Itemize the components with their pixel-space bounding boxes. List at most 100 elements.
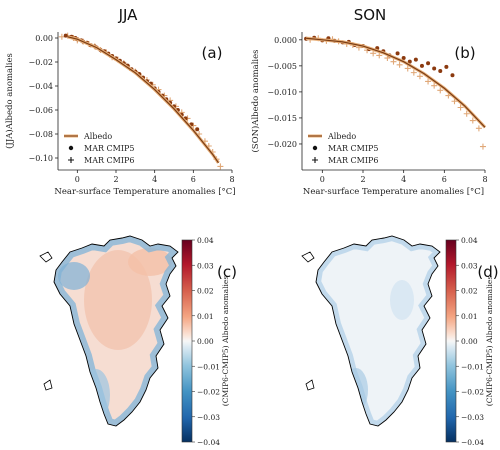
y-tick-label: −0.06 (28, 106, 53, 115)
x-axis-label: Near-surface Temperature anomalies [°C] (54, 187, 235, 197)
cmip6-point (370, 50, 377, 57)
x-axis-label: Near-surface Temperature anomalies [°C] (303, 187, 484, 197)
scatter-panel-b: SON 0 2 4 6 8 0.000 −0.005 −0.010 −0.015 −0.020 Nea… (250, 6, 488, 197)
colorbar-tick-label: −0.02 (197, 388, 220, 397)
y-tick-label: −0.020 (267, 140, 297, 149)
legend: Albedo MAR CMIP5 MAR CMIP6 (64, 132, 134, 165)
colorbar-tick-label: 0.01 (197, 312, 214, 321)
legend-swatch-cmip6 (312, 157, 318, 163)
negative-anomaly-southwest (344, 368, 368, 412)
colorbar-tick-label: −0.03 (461, 413, 484, 422)
y-tick-label: −0.010 (267, 88, 297, 97)
y-tick-label: −0.02 (28, 58, 53, 67)
colorbar-bar (181, 239, 193, 443)
cmip6-point (217, 163, 224, 170)
colorbar-tick-label: 0.03 (461, 261, 478, 270)
x-tick-label: 6 (442, 175, 447, 184)
legend: Albedo MAR CMIP5 MAR CMIP6 (308, 132, 378, 165)
coastline (53, 235, 179, 427)
cmip5-point (419, 63, 424, 68)
legend-label-cmip5: MAR CMIP5 (328, 144, 378, 153)
y-tick-label: −0.005 (267, 62, 297, 71)
albedo-fit-line-inner (67, 36, 219, 164)
cmip6-point (469, 117, 476, 124)
greenland-map (39, 235, 179, 427)
legend-swatch-cmip5 (68, 145, 74, 151)
panel-label: (c) (217, 263, 237, 281)
legend-label-cmip6: MAR CMIP6 (84, 156, 134, 165)
panel-label: (b) (454, 44, 475, 62)
cmip6-point (431, 82, 438, 89)
legend-label-albedo: Albedo (327, 132, 356, 141)
cmip5-point (401, 56, 406, 61)
cmip6-point (479, 143, 486, 150)
cmip6-point (451, 98, 458, 105)
colorbar: 0.04 0.03 0.02 0.01 0.00 −0.01 −0.02 −0.03 −0.04… (445, 236, 494, 447)
cmip6-point (396, 61, 403, 68)
cmip6-point (457, 104, 464, 111)
colorbar-tick-label: −0.04 (197, 438, 220, 447)
legend-label-cmip5: MAR CMIP5 (84, 144, 134, 153)
colorbar-tick-label: −0.03 (197, 413, 220, 422)
cmip6-point (425, 78, 432, 85)
x-tick-label: 2 (360, 175, 365, 184)
coastline (315, 235, 441, 427)
colorbar-tick-label: −0.01 (461, 362, 484, 371)
cmip5-point (426, 61, 431, 66)
cmip5-point (438, 69, 443, 74)
negative-anomaly-southwest (82, 369, 110, 421)
cmip6-point (410, 69, 417, 76)
island (301, 251, 315, 263)
x-tick-label: 4 (401, 175, 406, 184)
legend-label-albedo: Albedo (83, 132, 112, 141)
colorbar-tick-label: 0.03 (197, 261, 214, 270)
map-panel-c: 0.04 0.03 0.02 0.01 0.00 −0.01 −0.02 −0.03 −0.04… (39, 235, 237, 447)
legend-swatch-cmip6 (68, 157, 74, 163)
negative-anomaly-northwest (58, 262, 90, 290)
cmip6-point (463, 110, 470, 117)
y-axis-label: (JJA)Albedo anomalies (4, 53, 15, 149)
panel-title: JJA (118, 6, 139, 24)
y-axis-label: (SON)Albedo anomalies (250, 49, 261, 152)
cmip6-point (390, 58, 397, 65)
colorbar-label: (CMIP6-CMIP5) Albedo anomalies (485, 276, 494, 407)
cmip5-point (63, 33, 68, 38)
panel-label: (d) (477, 263, 498, 281)
colorbar: 0.04 0.03 0.02 0.01 0.00 −0.01 −0.02 −0.03 −0.04… (181, 236, 230, 447)
x-tick-label: 2 (113, 175, 118, 184)
cmip6-point (475, 125, 482, 132)
panel-title: SON (354, 6, 387, 24)
cmip5-point (432, 66, 437, 71)
cmip5-point (450, 73, 455, 78)
cmip6-point (437, 87, 444, 94)
x-tick-label: 8 (482, 175, 487, 184)
x-tick-label: 4 (152, 175, 157, 184)
cmip5-point (407, 59, 412, 64)
colorbar-bar (445, 239, 457, 443)
island (43, 379, 53, 391)
x-tick-label: 0 (75, 175, 80, 184)
x-tick-label: 0 (320, 175, 325, 184)
albedo-fit-line-inner (306, 37, 486, 128)
positive-anomaly-interior (84, 250, 152, 350)
colorbar-label: (CMIP6-CMIP5) Albedo anomalies (221, 276, 230, 407)
y-tick-label: −0.08 (28, 130, 53, 139)
cmip5-point (195, 127, 200, 132)
map-panel-d: 0.04 0.03 0.02 0.01 0.00 −0.01 −0.02 −0.03 −0.04… (301, 235, 499, 447)
x-tick-label: 6 (191, 175, 196, 184)
legend-swatch-cmip5 (312, 145, 318, 151)
cmip6-point (416, 73, 423, 80)
colorbar-tick-label: 0.01 (461, 312, 478, 321)
cmip5-point (444, 64, 449, 69)
colorbar-tick-label: −0.01 (197, 362, 220, 371)
negative-anomaly-east (390, 280, 414, 320)
cmip5-point (413, 57, 418, 62)
colorbar-tick-label: −0.04 (461, 438, 484, 447)
island (305, 379, 315, 391)
colorbar-tick-label: −0.02 (461, 388, 484, 397)
colorbar-tick-label: 0.04 (197, 236, 214, 245)
colorbar-tick-label: 0.00 (461, 337, 478, 346)
y-tick-label: 0.000 (274, 36, 297, 45)
y-tick-label: 0.00 (35, 34, 53, 43)
